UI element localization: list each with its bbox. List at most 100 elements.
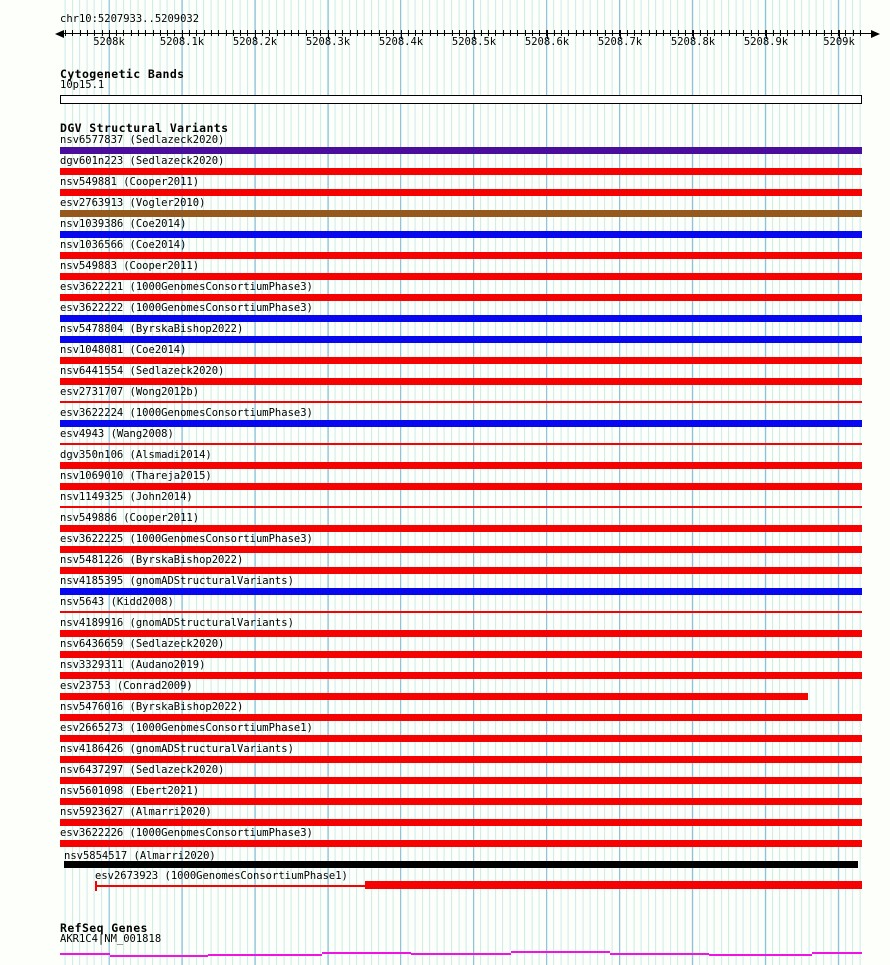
ruler-minor-tick: [283, 30, 285, 36]
ruler-minor-tick: [524, 30, 526, 36]
ruler-minor-tick: [714, 30, 716, 36]
variant-label: esv2673923 (1000GenomesConsortiumPhase1): [95, 870, 348, 882]
variant-bar[interactable]: [60, 252, 862, 259]
gene-line-segment[interactable]: [110, 955, 208, 957]
variant-bar[interactable]: [60, 443, 862, 445]
variant-bar[interactable]: [60, 506, 862, 508]
variant-bar[interactable]: [60, 210, 862, 217]
variant-bar[interactable]: [60, 420, 862, 427]
variant-label: nsv549883 (Cooper2011): [60, 260, 200, 272]
variant-bar[interactable]: [60, 401, 862, 403]
ruler-minor-tick: [407, 30, 409, 36]
variant-bar[interactable]: [60, 819, 862, 826]
ruler-minor-tick: [232, 30, 234, 36]
gene-line-segment[interactable]: [709, 954, 812, 956]
variant-bar[interactable]: [60, 147, 862, 154]
ruler-minor-tick: [458, 30, 460, 36]
variant-bar[interactable]: [60, 189, 862, 196]
gene-line-segment[interactable]: [208, 954, 322, 956]
ruler-minor-tick: [794, 30, 796, 36]
ruler-minor-tick: [116, 30, 118, 36]
gene-line-segment[interactable]: [411, 953, 511, 955]
variant-bar[interactable]: [60, 462, 862, 469]
ruler-minor-tick: [612, 30, 614, 36]
variant-bar[interactable]: [60, 714, 862, 721]
gene-line-segment[interactable]: [322, 952, 411, 954]
ruler-minor-tick: [196, 30, 198, 36]
ruler-minor-tick: [743, 30, 745, 36]
variant-bar-line[interactable]: [96, 885, 365, 887]
ruler-minor-tick: [444, 30, 446, 36]
ruler-minor-tick: [655, 30, 657, 36]
gene-line-segment[interactable]: [610, 953, 709, 955]
ruler-minor-tick: [385, 30, 387, 36]
dgv-track-title: DGV Structural Variants: [60, 121, 229, 135]
variant-bar[interactable]: [60, 483, 862, 490]
variant-bar[interactable]: [60, 525, 862, 532]
ruler-minor-tick: [677, 30, 679, 36]
ruler-major-tick: [766, 30, 767, 39]
variant-bar[interactable]: [60, 735, 862, 742]
variant-bar[interactable]: [60, 273, 862, 280]
variant-bar[interactable]: [60, 546, 862, 553]
variant-bar[interactable]: [60, 378, 862, 385]
variant-bar[interactable]: [60, 756, 862, 763]
variant-label: nsv5478804 (ByrskaBishop2022): [60, 323, 244, 335]
variant-bar[interactable]: [60, 231, 862, 238]
variant-bar[interactable]: [64, 861, 858, 868]
ruler-minor-tick: [159, 30, 161, 36]
ruler-minor-tick: [728, 30, 730, 36]
ruler-minor-tick: [845, 30, 847, 36]
variant-label: nsv5643 (Kidd2008): [60, 596, 174, 608]
variant-bar[interactable]: [60, 567, 862, 574]
ruler-tick-label: 5208.9k: [743, 36, 789, 48]
ruler-minor-tick: [597, 30, 599, 36]
ruler-minor-tick: [225, 30, 227, 36]
variant-label: dgv350n106 (Alsmadi2014): [60, 449, 212, 461]
ruler-major-tick: [401, 30, 402, 39]
variant-bar[interactable]: [60, 693, 808, 700]
ruler-minor-tick: [692, 30, 694, 36]
ruler-minor-tick: [816, 30, 818, 36]
variant-bar[interactable]: [60, 777, 862, 784]
variant-bar[interactable]: [60, 315, 862, 322]
variant-bar[interactable]: [60, 357, 862, 364]
gene-line-segment[interactable]: [60, 953, 110, 955]
ruler-minor-tick: [590, 30, 592, 36]
ruler-minor-tick: [451, 30, 453, 36]
variant-bar[interactable]: [60, 336, 862, 343]
region-coordinates: chr10:5207933..5209032: [60, 13, 200, 25]
variant-bar[interactable]: [60, 588, 862, 595]
gene-line-segment[interactable]: [812, 952, 862, 954]
variant-bar[interactable]: [60, 651, 862, 658]
variant-label: nsv6441554 (Sedlazeck2020): [60, 365, 225, 377]
variant-bar[interactable]: [60, 611, 862, 613]
variant-bar[interactable]: [60, 798, 862, 805]
ruler-minor-tick: [531, 30, 533, 36]
ruler-minor-tick: [509, 30, 511, 36]
ruler-minor-tick: [415, 30, 417, 36]
ruler-minor-tick: [240, 30, 242, 36]
ruler-left-arrow-icon: [55, 30, 64, 38]
variant-label: esv3622224 (1000GenomesConsortiumPhase3): [60, 407, 313, 419]
variant-label: nsv6437297 (Sedlazeck2020): [60, 764, 225, 776]
variant-label: esv3622225 (1000GenomesConsortiumPhase3): [60, 533, 313, 545]
ruler-minor-tick: [218, 30, 220, 36]
ruler-major-tick: [109, 30, 110, 39]
cytoband-bar[interactable]: [60, 95, 862, 104]
variant-label: nsv549881 (Cooper2011): [60, 176, 200, 188]
variant-label: nsv549886 (Cooper2011): [60, 512, 200, 524]
variant-bar[interactable]: [60, 840, 862, 847]
refseq-gene-label: AKR1C4|NM_001818: [60, 933, 162, 945]
variant-bar[interactable]: [60, 168, 862, 175]
ruler-major-tick: [255, 30, 256, 39]
variant-bar[interactable]: [60, 294, 862, 301]
variant-bar[interactable]: [60, 672, 862, 679]
gene-line-segment[interactable]: [511, 951, 610, 953]
variant-bar[interactable]: [60, 630, 862, 637]
ruler-minor-tick: [123, 30, 125, 36]
ruler-minor-tick: [619, 30, 621, 36]
variant-bar[interactable]: [365, 881, 862, 889]
refseq-track-title: RefSeq Genes: [60, 921, 148, 935]
variant-label: nsv6577837 (Sedlazeck2020): [60, 134, 225, 146]
